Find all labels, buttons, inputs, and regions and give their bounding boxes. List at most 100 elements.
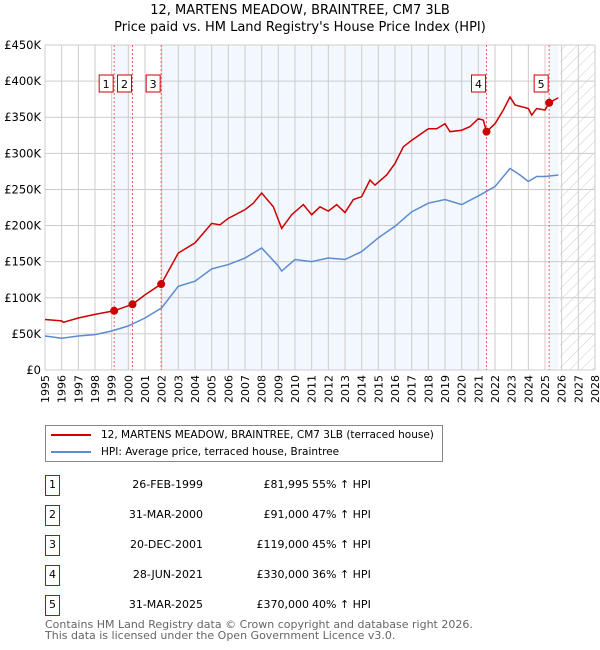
x-tick-label: 1995: [39, 375, 52, 403]
sale-row: 4 28-JUN-2021 £330,000 36% ↑ HPI: [45, 565, 445, 586]
x-tick-label: 2009: [272, 375, 285, 403]
x-tick-label: 2000: [122, 375, 135, 403]
sale-price: £119,000: [256, 538, 310, 551]
sale-date: 31-MAR-2000: [128, 508, 203, 521]
x-tick-label: 2001: [139, 375, 152, 403]
y-tick-label: £0: [26, 363, 41, 377]
x-tick-label: 1997: [72, 375, 85, 403]
shaded-range: [161, 45, 487, 370]
sale-price: £81,995: [263, 478, 310, 491]
sale-row: 5 31-MAR-2025 £370,000 40% ↑ HPI: [45, 595, 445, 616]
x-tick-label: 2015: [372, 375, 385, 403]
forecast-hatch: [560, 45, 595, 370]
sale-point: [110, 306, 119, 315]
footer-copyright: Contains HM Land Registry data © Crown c…: [45, 618, 473, 631]
sale-number: 3: [45, 535, 60, 556]
sale-number: 4: [45, 565, 60, 586]
y-tick-label: £300K: [4, 146, 41, 160]
x-tick-label: 2012: [322, 375, 335, 403]
x-tick-label: 2028: [589, 375, 600, 403]
y-tick-label: £450K: [4, 38, 41, 52]
y-tick-label: £400K: [4, 74, 41, 88]
y-tick-label: £50K: [12, 327, 42, 341]
sale-label-box: [117, 74, 132, 93]
legend-swatch-property: [51, 434, 91, 436]
sale-label-box: [533, 74, 549, 93]
x-tick-label: 2007: [239, 375, 252, 403]
sale-label-box: [145, 74, 161, 93]
sale-row: 1 26-FEB-1999 £81,995 55% ↑ HPI: [45, 475, 445, 496]
sale-date: 31-MAR-2025: [128, 598, 203, 611]
sale-point: [482, 127, 491, 136]
x-tick-label: 2006: [222, 375, 235, 403]
sale-hpi-diff: 55% ↑ HPI: [312, 478, 371, 491]
sale-date: 20-DEC-2001: [129, 538, 203, 551]
sale-label-number: 3: [150, 78, 157, 91]
legend-swatch-hpi: [51, 451, 91, 453]
chart-subtitle: Price paid vs. HM Land Registry's House …: [114, 20, 486, 35]
sale-hpi-diff: 36% ↑ HPI: [312, 568, 371, 581]
x-tick-label: 2010: [289, 375, 302, 403]
legend: 12, MARTENS MEADOW, BRAINTREE, CM7 3LB (…: [45, 425, 443, 462]
sale-date: 26-FEB-1999: [132, 478, 203, 491]
y-tick-label: £350K: [4, 110, 41, 124]
sale-label-box: [471, 74, 486, 93]
y-tick-label: £200K: [4, 219, 41, 233]
x-tick-label: 2011: [306, 375, 319, 403]
x-tick-label: 2025: [539, 375, 552, 403]
x-tick-label: 2003: [172, 375, 185, 403]
series-line: [44, 95, 559, 324]
x-tick-label: 2021: [472, 375, 485, 403]
sale-point: [128, 300, 137, 309]
x-tick-label: 2024: [522, 375, 535, 403]
sale-hpi-diff: 40% ↑ HPI: [312, 598, 371, 611]
sale-date: 28-JUN-2021: [132, 568, 203, 581]
x-tick-label: 2008: [256, 375, 269, 403]
y-tick-label: £250K: [4, 182, 41, 196]
footer-licence: This data is licensed under the Open Gov…: [45, 629, 396, 642]
x-tick-label: 2023: [506, 375, 519, 403]
x-tick-label: 1999: [106, 375, 119, 403]
x-tick-label: 2005: [206, 375, 219, 403]
sale-number: 1: [45, 475, 60, 496]
sale-number: 2: [45, 505, 60, 526]
sale-hpi-diff: 47% ↑ HPI: [312, 508, 371, 521]
y-tick-label: £150K: [4, 255, 41, 269]
x-tick-label: 2026: [556, 375, 569, 403]
x-tick-label: 2014: [356, 375, 369, 403]
legend-label-property: 12, MARTENS MEADOW, BRAINTREE, CM7 3LB (…: [101, 429, 434, 441]
x-tick-label: 2017: [406, 375, 419, 403]
sale-price: £91,000: [263, 508, 310, 521]
sale-hpi-diff: 45% ↑ HPI: [312, 538, 371, 551]
x-tick-label: 2022: [489, 375, 502, 403]
x-tick-label: 2020: [456, 375, 469, 403]
sale-label-number: 1: [103, 78, 110, 91]
x-tick-label: 2002: [156, 375, 169, 403]
sale-label-box: [98, 74, 114, 93]
x-tick-label: 2018: [422, 375, 435, 403]
x-tick-label: 1998: [89, 375, 102, 403]
legend-label-hpi: HPI: Average price, terraced house, Brai…: [101, 446, 340, 458]
price-chart: 1995 1996 1997 1998 1999 2000 2001 2002 2003 2004…: [4, 38, 600, 403]
sale-label-number: 4: [475, 78, 482, 91]
sale-row: 3 20-DEC-2001 £119,000 45% ↑ HPI: [45, 535, 445, 556]
sale-price: £370,000: [256, 598, 310, 611]
sale-label-number: 5: [538, 78, 545, 91]
sale-row: 2 31-MAR-2000 £91,000 47% ↑ HPI: [45, 505, 445, 526]
chart-title: 12, MARTENS MEADOW, BRAINTREE, CM7 3LB: [150, 3, 450, 18]
shaded-range: [114, 45, 133, 370]
x-tick-label: 2019: [439, 375, 452, 403]
sale-point: [545, 98, 554, 107]
x-tick-label: 2016: [389, 375, 402, 403]
x-tick-label: 2004: [189, 375, 202, 403]
x-tick-label: 2027: [572, 375, 585, 403]
series-line: [44, 167, 559, 339]
sale-point: [157, 280, 166, 289]
sale-label-number: 2: [121, 78, 128, 91]
x-tick-label: 1996: [56, 375, 69, 403]
sale-number: 5: [45, 595, 60, 616]
shaded-range: [549, 45, 559, 370]
y-tick-label: £100K: [4, 291, 41, 305]
sale-price: £330,000: [256, 568, 310, 581]
x-tick-label: 2013: [339, 375, 352, 403]
